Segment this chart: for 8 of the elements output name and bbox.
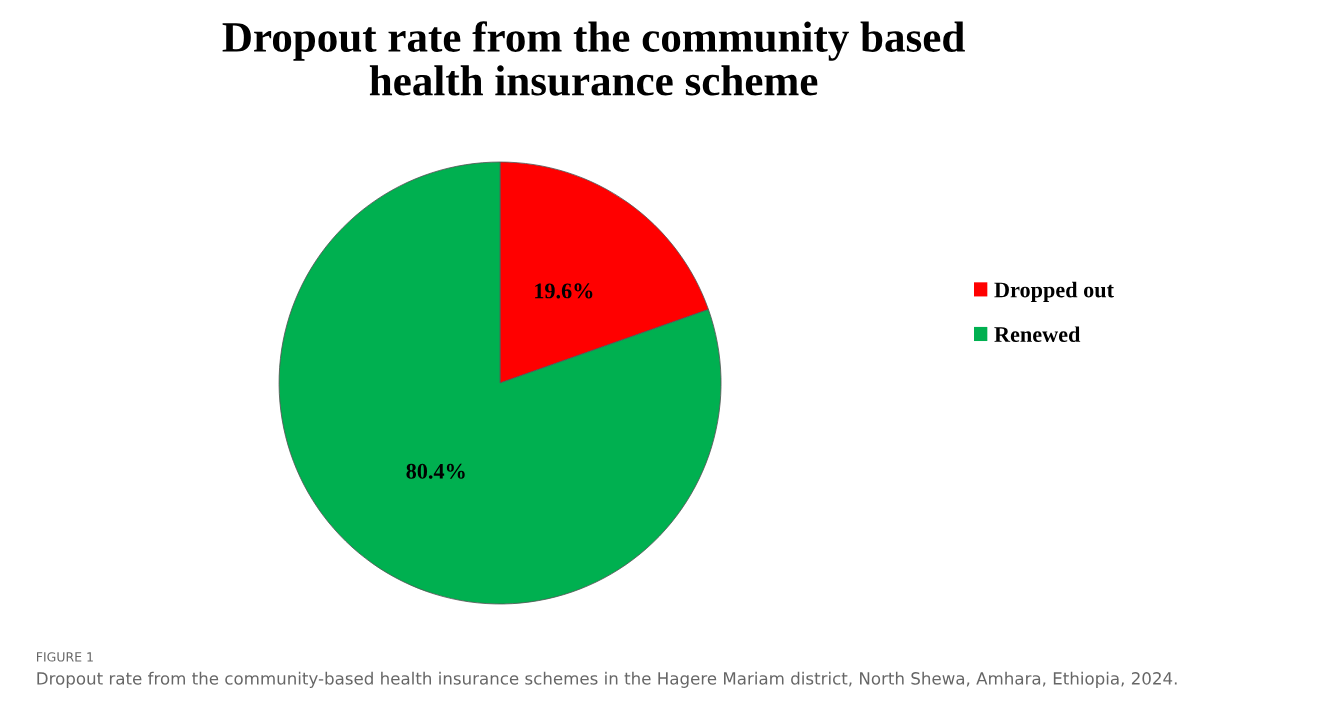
caption: FIGURE 1	[37, 652, 93, 662]
legend-label: Dropped out	[994, 281, 1114, 302]
chart-title: Dropout rate from the community based health insurance scheme	[222, 21, 965, 96]
pie-slice	[278, 161, 722, 605]
text: Dropout rate from the community-based health insurance schemes in the Hagere Mariam district, North Shewa, Amhara, Ethiopia, 2024.	[37, 671, 1177, 688]
data-label: 80.4%	[406, 463, 465, 479]
data-label: 19.6%	[535, 283, 593, 299]
legend-label: Renewed	[994, 326, 1081, 343]
